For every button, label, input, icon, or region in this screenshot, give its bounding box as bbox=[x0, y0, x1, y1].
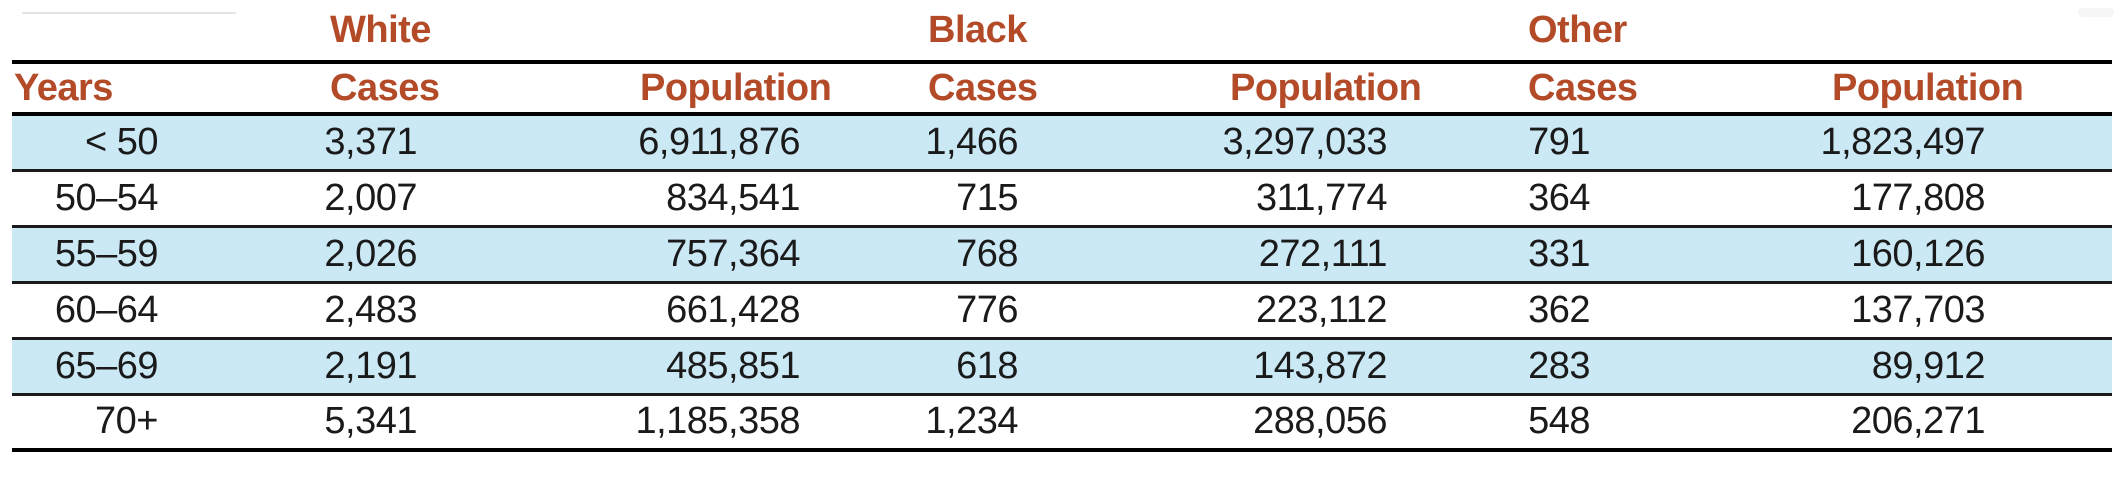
cell-black-cases: 1,234 bbox=[925, 400, 1018, 443]
column-header-white-population: Population bbox=[640, 66, 832, 109]
group-header-black: Black bbox=[928, 8, 1027, 51]
row-55-59: 55–59 2,026 757,364 768 272,111 331 160,… bbox=[12, 226, 2113, 282]
cell-other-cases: 331 bbox=[1528, 232, 1590, 275]
group-header-spacer bbox=[12, 0, 170, 62]
column-header-white-cases: Cases bbox=[330, 66, 440, 109]
cell-black-cases: 768 bbox=[956, 232, 1018, 275]
row-60-64: 60–64 2,483 661,428 776 223,112 362 137,… bbox=[12, 282, 2113, 338]
cell-black-population: 272,111 bbox=[1258, 232, 1388, 275]
cell-white-population: 6,911,876 bbox=[638, 120, 800, 163]
cell-years: 50–54 bbox=[54, 176, 159, 219]
cell-black-cases: 618 bbox=[956, 344, 1018, 387]
row-65-69: 65–69 2,191 485,851 618 143,872 283 89,9… bbox=[12, 338, 2113, 394]
cell-black-population: 311,774 bbox=[1255, 176, 1388, 219]
column-header-other-cases: Cases bbox=[1528, 66, 1638, 109]
cell-white-cases: 5,341 bbox=[324, 400, 417, 443]
cell-years: 60–64 bbox=[54, 288, 159, 331]
row-70-plus: 70+ 5,341 1,185,358 1,234 288,056 548 20… bbox=[12, 394, 2113, 450]
column-header-black-cases: Cases bbox=[928, 66, 1038, 109]
column-header-years: Years bbox=[14, 66, 113, 109]
cell-years: 70+ bbox=[95, 400, 158, 443]
cell-white-population: 661,428 bbox=[666, 288, 800, 331]
group-header-row: White Black Other bbox=[12, 0, 2113, 62]
cell-black-cases: 715 bbox=[956, 176, 1018, 219]
cell-white-cases: 2,483 bbox=[324, 288, 417, 331]
cell-other-cases: 283 bbox=[1528, 344, 1590, 387]
cell-other-population: 177,808 bbox=[1851, 176, 1986, 219]
cell-other-population: 160,126 bbox=[1851, 232, 1986, 275]
cases-population-table: White Black Other Years Cases Population… bbox=[12, 0, 2113, 452]
cell-years: 65–69 bbox=[54, 344, 159, 387]
column-header-other-population: Population bbox=[1832, 66, 2024, 109]
scan-artifact-line bbox=[22, 12, 236, 14]
cell-other-cases: 362 bbox=[1528, 288, 1590, 331]
cell-black-population: 288,056 bbox=[1253, 400, 1387, 443]
column-header-black-population: Population bbox=[1230, 66, 1422, 109]
cell-white-cases: 2,191 bbox=[324, 344, 417, 387]
cell-white-cases: 3,371 bbox=[324, 120, 417, 163]
cell-white-cases: 2,007 bbox=[324, 176, 417, 219]
cell-white-population: 834,541 bbox=[666, 176, 800, 219]
cell-other-population: 1,823,497 bbox=[1820, 120, 1986, 163]
cell-other-cases: 364 bbox=[1528, 176, 1590, 219]
cell-white-population: 485,851 bbox=[666, 344, 800, 387]
cell-other-population: 137,703 bbox=[1851, 288, 1986, 331]
cell-white-population: 757,364 bbox=[666, 232, 800, 275]
cell-white-cases: 2,026 bbox=[324, 232, 417, 275]
row-50-54: 50–54 2,007 834,541 715 311,774 364 177,… bbox=[12, 170, 2113, 226]
cell-black-population: 3,297,033 bbox=[1222, 120, 1387, 163]
scan-artifact-smudge bbox=[2078, 8, 2114, 17]
cell-black-cases: 1,466 bbox=[925, 120, 1018, 163]
cell-years: < 50 bbox=[84, 120, 159, 163]
cell-black-population: 143,872 bbox=[1253, 344, 1387, 387]
cell-other-population: 89,912 bbox=[1871, 344, 1986, 387]
cell-years: 55–59 bbox=[54, 232, 159, 275]
group-header-other: Other bbox=[1528, 8, 1627, 51]
group-header-white: White bbox=[330, 8, 431, 51]
row-under-50: < 50 3,371 6,911,876 1,466 3,297,033 791… bbox=[12, 114, 2113, 170]
cell-black-cases: 776 bbox=[956, 288, 1018, 331]
cell-other-population: 206,271 bbox=[1851, 400, 1986, 443]
column-header-row: Years Cases Population Cases Population … bbox=[12, 62, 2113, 114]
cell-other-cases: 791 bbox=[1528, 120, 1590, 163]
cell-other-cases: 548 bbox=[1528, 400, 1590, 443]
cell-white-population: 1,185,358 bbox=[635, 400, 800, 443]
cell-black-population: 223,112 bbox=[1255, 288, 1388, 331]
